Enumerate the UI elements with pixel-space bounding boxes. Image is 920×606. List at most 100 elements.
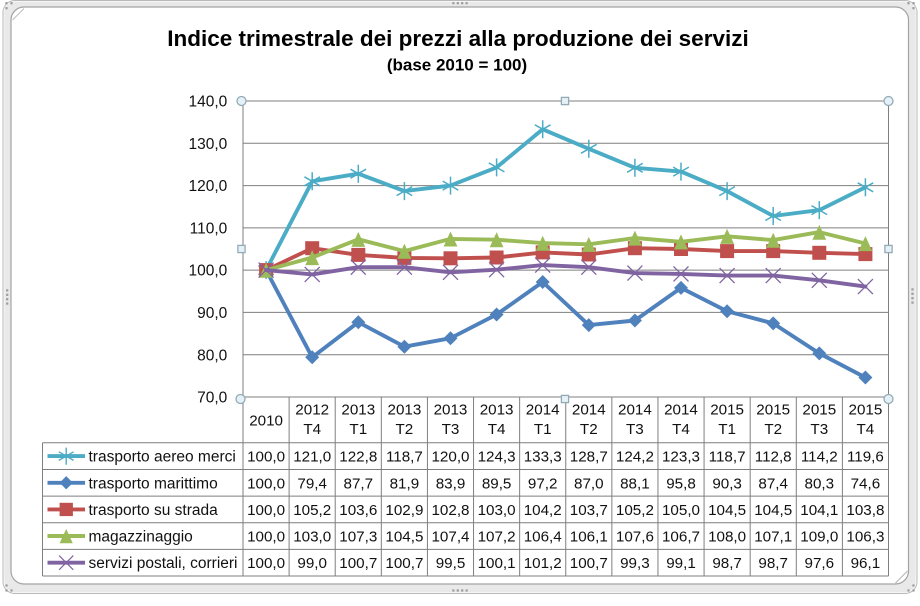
svg-text:107,3: 107,3 [339,529,377,546]
svg-text:104,5: 104,5 [754,502,792,519]
svg-text:97,2: 97,2 [528,475,558,492]
svg-text:100,0: 100,0 [247,475,285,492]
svg-text:magazzinaggio: magazzinaggio [89,529,193,546]
svg-text:2015: 2015 [710,402,744,419]
svg-text:T4: T4 [672,421,690,438]
svg-text:87,7: 87,7 [344,475,374,492]
svg-text:102,9: 102,9 [385,502,423,519]
svg-text:103,6: 103,6 [339,502,377,519]
svg-text:2013: 2013 [388,402,422,419]
svg-text:106,1: 106,1 [570,529,608,546]
svg-text:106,7: 106,7 [662,529,700,546]
svg-text:(base 2010 = 100): (base 2010 = 100) [387,56,527,75]
svg-text:105,2: 105,2 [616,502,654,519]
svg-text:99,5: 99,5 [436,555,466,572]
svg-text:80,3: 80,3 [805,475,835,492]
svg-text:100,0: 100,0 [247,502,285,519]
svg-text:T4: T4 [857,421,875,438]
svg-text:2014: 2014 [664,402,698,419]
svg-text:T3: T3 [626,421,644,438]
svg-text:70,0: 70,0 [197,390,228,407]
svg-text:120,0: 120,0 [189,178,228,195]
svg-text:T1: T1 [534,421,552,438]
svg-text:99,0: 99,0 [297,555,327,572]
svg-text:97,6: 97,6 [805,555,835,572]
svg-text:128,7: 128,7 [570,449,608,466]
svg-text:109,0: 109,0 [800,529,838,546]
svg-text:100,0: 100,0 [247,529,285,546]
svg-text:101,2: 101,2 [524,555,562,572]
svg-text:2015: 2015 [756,402,790,419]
svg-text:2013: 2013 [341,402,375,419]
svg-text:107,4: 107,4 [431,529,469,546]
svg-text:107,6: 107,6 [616,529,654,546]
svg-text:79,4: 79,4 [297,475,327,492]
svg-text:trasporto marittimo: trasporto marittimo [89,475,218,492]
svg-text:2010: 2010 [249,413,283,430]
svg-text:120,0: 120,0 [431,449,469,466]
svg-text:Indice trimestrale dei prezzi: Indice trimestrale dei prezzi alla produ… [167,26,748,51]
svg-text:80,0: 80,0 [197,347,228,364]
svg-text:T1: T1 [718,421,736,438]
svg-text:trasporto su strada: trasporto su strada [89,502,219,519]
svg-text:99,3: 99,3 [620,555,650,572]
svg-text:95,8: 95,8 [666,475,696,492]
svg-text:2013: 2013 [480,402,514,419]
svg-text:100,1: 100,1 [478,555,516,572]
svg-text:servizi postali, corrieri: servizi postali, corrieri [89,555,238,572]
svg-text:102,8: 102,8 [431,502,469,519]
svg-text:110,0: 110,0 [190,221,228,238]
svg-text:106,4: 106,4 [524,529,562,546]
svg-text:121,0: 121,0 [293,449,331,466]
svg-text:100,7: 100,7 [385,555,423,572]
svg-text:90,3: 90,3 [712,475,742,492]
svg-text:89,5: 89,5 [482,475,512,492]
svg-text:T2: T2 [764,421,782,438]
svg-text:107,1: 107,1 [754,529,792,546]
svg-text:103,7: 103,7 [570,502,608,519]
svg-text:T3: T3 [442,421,460,438]
svg-text:104,5: 104,5 [385,529,423,546]
svg-text:118,7: 118,7 [386,449,423,466]
svg-text:123,3: 123,3 [662,449,700,466]
svg-text:105,0: 105,0 [662,502,700,519]
svg-text:2014: 2014 [572,402,606,419]
svg-text:81,9: 81,9 [390,475,420,492]
svg-text:118,7: 118,7 [709,449,746,466]
svg-text:2012: 2012 [295,402,329,419]
svg-text:T4: T4 [303,421,321,438]
svg-text:88,1: 88,1 [620,475,650,492]
svg-text:T2: T2 [580,421,598,438]
svg-text:133,3: 133,3 [524,449,562,466]
svg-text:2015: 2015 [849,402,883,419]
svg-text:2014: 2014 [618,402,652,419]
svg-text:104,1: 104,1 [800,502,838,519]
svg-text:124,2: 124,2 [616,449,654,466]
svg-text:108,0: 108,0 [708,529,746,546]
svg-text:T1: T1 [349,421,367,438]
svg-text:104,2: 104,2 [524,502,562,519]
svg-text:T3: T3 [810,421,828,438]
svg-text:119,6: 119,6 [847,449,884,466]
svg-text:104,5: 104,5 [708,502,746,519]
svg-text:140,0: 140,0 [189,94,228,111]
svg-text:2015: 2015 [802,402,836,419]
svg-text:87,4: 87,4 [758,475,788,492]
svg-text:98,7: 98,7 [712,555,742,572]
svg-text:99,1: 99,1 [666,555,696,572]
svg-text:83,9: 83,9 [436,475,466,492]
svg-text:103,8: 103,8 [846,502,884,519]
svg-text:98,7: 98,7 [758,555,788,572]
svg-text:87,0: 87,0 [574,475,604,492]
svg-text:100,7: 100,7 [339,555,377,572]
svg-text:103,0: 103,0 [478,502,516,519]
svg-text:100,0: 100,0 [247,555,285,572]
svg-text:103,0: 103,0 [293,529,331,546]
svg-text:100,0: 100,0 [189,263,228,280]
svg-text:2014: 2014 [526,402,560,419]
svg-text:114,2: 114,2 [801,449,838,466]
svg-text:T4: T4 [488,421,506,438]
svg-text:100,0: 100,0 [247,449,285,466]
svg-text:124,3: 124,3 [478,449,516,466]
svg-text:122,8: 122,8 [339,449,377,466]
